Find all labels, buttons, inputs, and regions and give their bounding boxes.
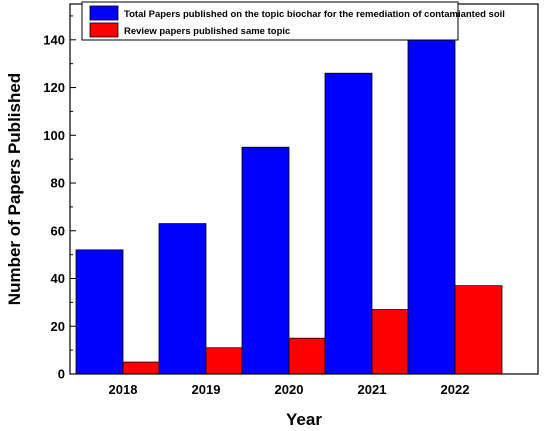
bar-total-2020 — [241, 146, 290, 375]
y-tick-label: 40 — [51, 271, 65, 286]
legend-box — [81, 1, 459, 41]
legend-label-total: Total Papers published on the topic bioc… — [124, 9, 505, 20]
y-tick-label: 0 — [58, 367, 65, 382]
bar-total-2019 — [158, 223, 207, 375]
y-axis-title: Number of Papers Published — [5, 73, 24, 305]
x-tick-label-2021: 2021 — [358, 382, 387, 397]
x-axis-title: Year — [286, 410, 322, 429]
y-tick-label: 140 — [43, 32, 65, 47]
x-tick-label-2018: 2018 — [109, 382, 138, 397]
y-tick-label: 60 — [51, 223, 65, 238]
legend: Total Papers published on the topic bioc… — [81, 1, 505, 41]
y-tick-label: 120 — [43, 80, 65, 95]
y-tick-label: 100 — [43, 128, 65, 143]
y-tick-label: 20 — [51, 319, 65, 334]
bar-review-2022 — [454, 285, 503, 375]
legend-swatch-review — [89, 22, 119, 38]
x-tick-label-2020: 2020 — [275, 382, 304, 397]
x-tick-label-2019: 2019 — [192, 382, 221, 397]
bar-total-2021 — [324, 72, 373, 375]
y-axis: 0 20 40 60 80 100 120 140 — [43, 15, 76, 382]
legend-swatch-total — [89, 5, 119, 21]
bars-layer — [75, 27, 503, 375]
bar-total-2018 — [75, 249, 124, 375]
legend-label-review: Review papers published same topic — [124, 26, 290, 37]
bar-total-2022 — [407, 27, 456, 375]
y-tick-label: 80 — [51, 176, 65, 191]
x-tick-label-2022: 2022 — [441, 382, 470, 397]
x-axis: 2018 2019 2020 2021 2022 — [109, 369, 470, 397]
